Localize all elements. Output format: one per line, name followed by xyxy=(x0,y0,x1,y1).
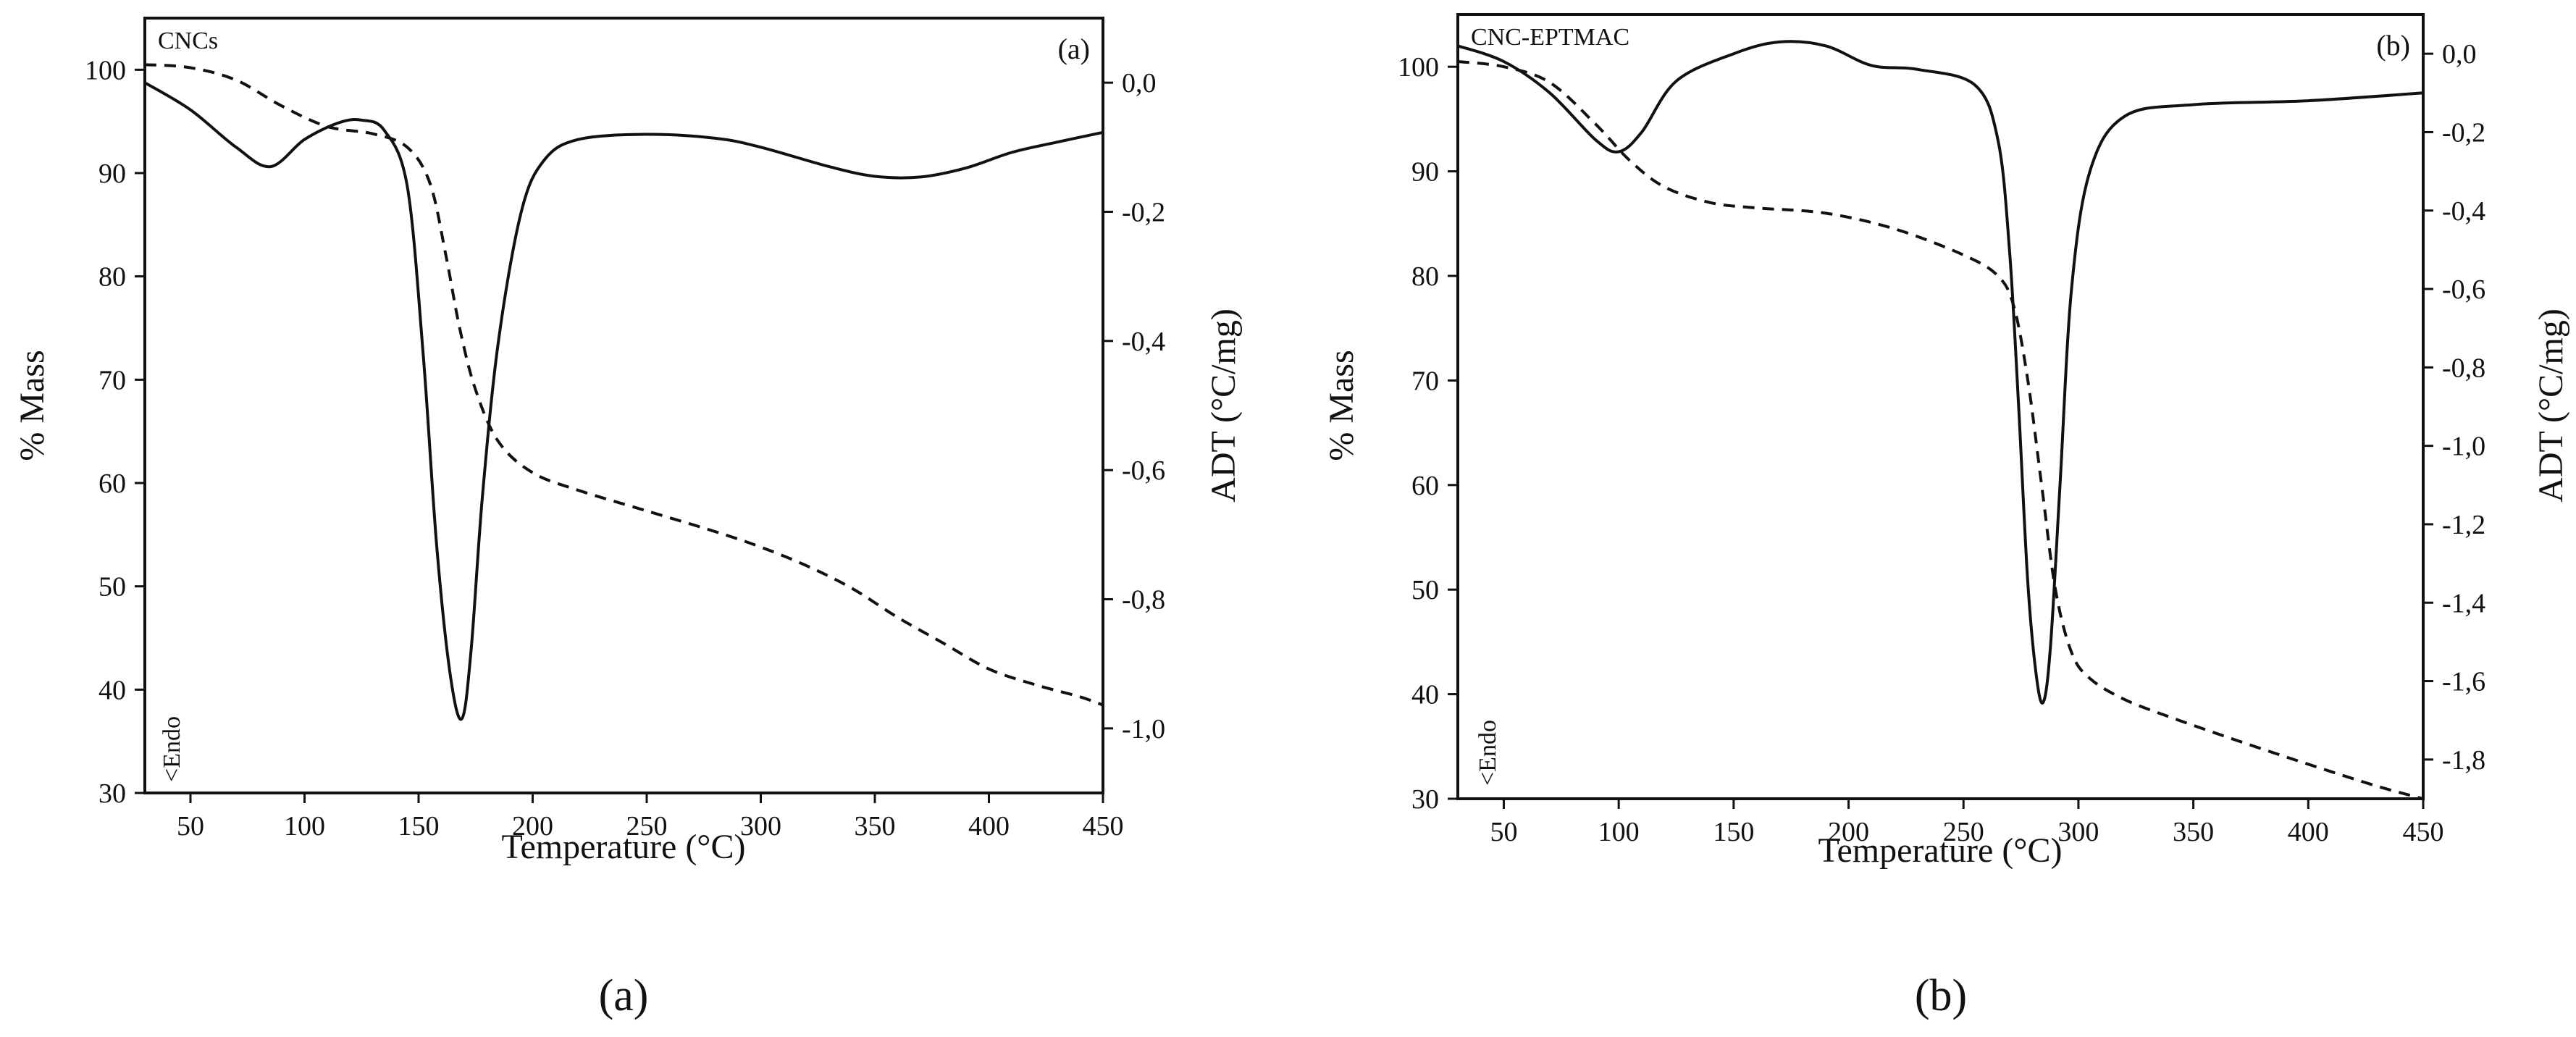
x-axis-title: Temperature (°C) xyxy=(1818,831,2062,870)
y2-tick-label: -0,8 xyxy=(2442,353,2485,383)
y-tick-label: 100 xyxy=(85,55,126,85)
y2-tick-label: 0,0 xyxy=(1122,68,1157,98)
y-tick-label: 90 xyxy=(1411,157,1439,188)
y-tick-label: 30 xyxy=(98,778,126,809)
endo-note: <Endo xyxy=(1474,720,1501,786)
x-tick-label: 450 xyxy=(1083,811,1124,841)
y-tick-label: 100 xyxy=(1398,52,1439,83)
y2-tick-label: -0,8 xyxy=(1122,585,1165,616)
y2-tick-label: -0,2 xyxy=(1122,198,1165,228)
y-tick-label: 30 xyxy=(1411,784,1439,815)
x-tick-label: 50 xyxy=(1490,817,1517,847)
y2-tick-label: -0,6 xyxy=(2442,274,2485,305)
y2-tick-label: -0,4 xyxy=(1122,327,1165,357)
x-tick-label: 400 xyxy=(968,811,1010,841)
y-tick-label: 80 xyxy=(98,262,126,293)
y-tick-label: 60 xyxy=(98,469,126,499)
y2-tick-label: -1,4 xyxy=(2442,588,2485,618)
y2-tick-label: -1,6 xyxy=(2442,667,2485,697)
x-tick-label: 200 xyxy=(512,811,553,841)
mass-series-line xyxy=(1457,60,2424,800)
x-tick-label: 50 xyxy=(177,811,204,841)
y-axis-title: % Mass xyxy=(13,350,51,461)
ticks-layer: 50 100 150 200 250 300 350 400 450 30 40 50 60 70 80 90… xyxy=(1398,39,2485,847)
y2-tick-label: -0,6 xyxy=(1122,455,1165,486)
y-tick-label: 80 xyxy=(1411,261,1439,292)
x-tick-label: 300 xyxy=(740,811,781,841)
adt-series-line xyxy=(143,81,1104,721)
y-tick-label: 50 xyxy=(1411,575,1439,605)
x-tick-label: 350 xyxy=(2173,817,2214,847)
y2-tick-label: -0,4 xyxy=(2442,196,2485,227)
x-tick-label: 150 xyxy=(1713,817,1754,847)
x-tick-label: 150 xyxy=(398,811,440,841)
panel-tag: (a) xyxy=(1058,33,1090,65)
panel-tag: (b) xyxy=(2376,29,2410,62)
ticks-layer: 50 100 150 200 250 300 350 400 450 30 40 50 60 70 80 90… xyxy=(85,55,1165,841)
y-tick-label: 70 xyxy=(98,365,126,395)
y2-axis-title: ADT (°C/mg) xyxy=(1204,308,1243,503)
x-tick-label: 200 xyxy=(1828,817,1869,847)
adt-series-line xyxy=(1457,40,2424,705)
x-tick-label: 100 xyxy=(1598,817,1640,847)
x-tick-label: 100 xyxy=(284,811,325,841)
y2-tick-label: -0,2 xyxy=(2442,117,2485,148)
plot-frame xyxy=(1456,13,2425,800)
chart-panel-b: 50 100 150 200 250 300 350 400 450 30 40 50 60 70 80 90… xyxy=(1322,13,2570,870)
x-tick-label: 400 xyxy=(2288,817,2329,847)
endo-note: <Endo xyxy=(159,716,185,782)
y-tick-label: 60 xyxy=(1411,471,1439,501)
y2-axis-title: ADT (°C/mg) xyxy=(2532,308,2570,503)
y2-tick-label: 0,0 xyxy=(2442,39,2477,70)
y-tick-label: 40 xyxy=(98,675,126,705)
y-tick-label: 50 xyxy=(98,572,126,603)
x-tick-label: 250 xyxy=(626,811,668,841)
y2-tick-label: -1,0 xyxy=(2442,432,2485,462)
mass-series-line xyxy=(144,63,1104,707)
y2-tick-label: -1,2 xyxy=(2442,510,2485,540)
x-axis-title: Temperature (°C) xyxy=(501,828,745,866)
caption-b: (b) xyxy=(1915,971,1967,1020)
chart-panel-a: 50 100 150 200 250 300 350 400 450 30 40 50 60 70 80 90… xyxy=(13,17,1243,866)
x-tick-label: 250 xyxy=(1943,817,1984,847)
y-axis-title: % Mass xyxy=(1322,350,1361,461)
y-tick-label: 70 xyxy=(1411,366,1439,396)
plot-frame xyxy=(143,17,1104,794)
panel-title: CNCs xyxy=(158,28,218,54)
panel-title: CNC-EPTMAC xyxy=(1471,24,1629,51)
y2-tick-label: -1,8 xyxy=(2442,745,2485,776)
y-tick-label: 40 xyxy=(1411,680,1439,710)
y-tick-label: 90 xyxy=(98,159,126,189)
x-tick-label: 350 xyxy=(855,811,896,841)
x-tick-label: 300 xyxy=(2057,817,2099,847)
series-layer xyxy=(1457,40,2424,800)
x-tick-label: 450 xyxy=(2403,817,2444,847)
series-layer xyxy=(143,63,1104,721)
caption-a: (a) xyxy=(599,971,649,1020)
y2-tick-label: -1,0 xyxy=(1122,714,1165,744)
